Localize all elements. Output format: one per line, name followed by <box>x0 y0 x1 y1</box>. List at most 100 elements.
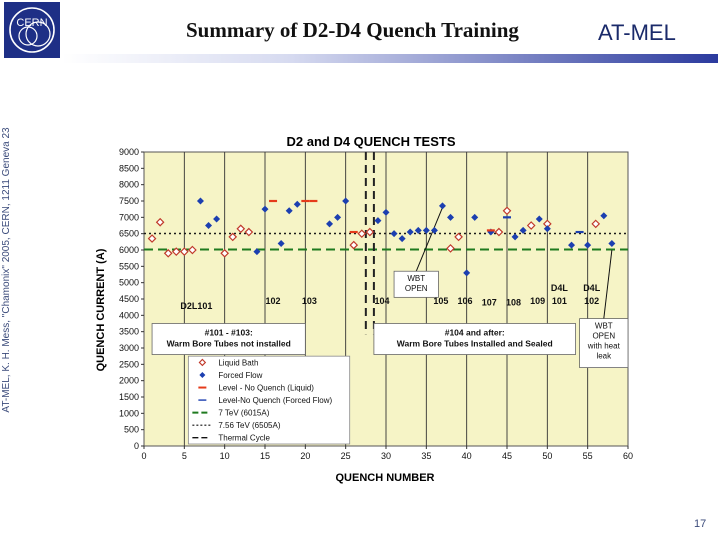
quench-chart: D2 and D4 QUENCH TESTS QUENCH CURRENT (A… <box>95 134 633 484</box>
y-tick-label: 4500 <box>119 294 139 304</box>
liquid-bath-point <box>349 240 359 250</box>
forced-flow-point <box>535 215 543 223</box>
liquid-bath-point <box>446 244 455 253</box>
forced-flow-point <box>390 230 398 238</box>
magnet-label: 108 <box>506 298 521 308</box>
y-tick-label: 8000 <box>119 180 139 190</box>
x-tick-label: 30 <box>381 451 391 461</box>
forced-flow-point <box>382 208 390 216</box>
cern-logo: CERN <box>4 2 60 58</box>
forced-flow-point <box>600 212 608 220</box>
forced-flow-point <box>438 202 446 210</box>
x-tick-label: 10 <box>220 451 230 461</box>
forced-flow-point <box>471 213 479 221</box>
x-tick-label: 20 <box>300 451 310 461</box>
forced-flow-point <box>463 269 471 277</box>
y-tick-label: 7500 <box>119 196 139 206</box>
magnet-label: D4L <box>583 283 601 293</box>
x-tick-label: 45 <box>502 451 512 461</box>
magnet-label: 106 <box>458 296 473 306</box>
legend-entry: Level-No Quench (Forced Flow) <box>218 396 332 405</box>
liquid-bath-point <box>147 234 157 243</box>
annotation-box <box>151 323 306 355</box>
y-tick-label: 9000 <box>119 147 139 157</box>
liquid-bath-point <box>454 232 463 242</box>
legend-entry: 7.56 TeV (6505A) <box>218 421 280 430</box>
magnet-label: 103 <box>302 296 317 306</box>
x-tick-label: 50 <box>542 451 552 461</box>
liquid-bath-point <box>365 227 375 237</box>
forced-flow-point <box>277 239 285 247</box>
callout-box <box>579 318 629 369</box>
y-tick-label: 6500 <box>119 229 139 239</box>
y-tick-label: 500 <box>124 425 139 435</box>
forced-flow-point <box>543 225 551 233</box>
liquid-bath-point <box>591 219 601 229</box>
forced-flow-point <box>447 213 455 221</box>
x-tick-label: 25 <box>341 451 351 461</box>
forced-flow-point <box>414 226 422 234</box>
y-tick-label: 2000 <box>119 376 139 386</box>
forced-flow-point <box>374 217 382 225</box>
liquid-bath-point <box>163 248 173 258</box>
x-tick-label: 35 <box>421 451 431 461</box>
forced-flow-point <box>253 248 261 256</box>
forced-flow-point <box>398 235 406 243</box>
liquid-bath-point <box>188 245 197 255</box>
x-tick-label: 40 <box>462 451 472 461</box>
y-tick-label: 0 <box>134 441 139 451</box>
callout-text: OPEN <box>405 284 428 293</box>
forced-flow-point <box>285 207 293 215</box>
y-tick-label: 1500 <box>119 392 139 402</box>
callout-text: OPEN <box>592 332 615 341</box>
legend-entry: Thermal Cycle <box>218 434 270 443</box>
logo-text: CERN <box>16 17 47 29</box>
liquid-bath-point <box>494 227 504 237</box>
forced-flow-point <box>196 197 204 205</box>
side-note: AT-MEL, K. H. Mess, "Chamonix" 2005, CER… <box>1 127 12 413</box>
y-tick-label: 3000 <box>119 343 139 353</box>
callout-text: with heat <box>587 342 621 351</box>
forced-flow-point <box>568 241 576 249</box>
forced-flow-point <box>205 222 213 229</box>
liquid-bath-point <box>526 221 536 230</box>
liquid-bath-point <box>179 247 189 256</box>
chart-title: D2 and D4 QUENCH TESTS <box>286 134 455 149</box>
title-gradient-bar <box>62 54 718 63</box>
x-tick-label: 15 <box>260 451 270 461</box>
y-tick-label: 5000 <box>119 278 139 288</box>
annotation-box-text: Warm Bore Tubes Installed and Sealed <box>397 339 553 349</box>
chart-ylabel: QUENCH CURRENT (A) <box>95 248 107 371</box>
annotation-box <box>373 323 576 355</box>
legend-box <box>187 355 351 445</box>
forced-flow-point <box>406 228 414 236</box>
y-tick-label: 5500 <box>119 261 139 271</box>
forced-flow-point <box>422 226 430 234</box>
forced-flow-point <box>430 226 438 234</box>
y-tick-label: 3500 <box>119 327 139 337</box>
callout-box <box>393 270 439 298</box>
callout-text: WBT <box>407 274 425 283</box>
x-tick-label: 5 <box>182 451 187 461</box>
forced-flow-point <box>608 239 616 247</box>
callout-arrow <box>415 207 443 272</box>
x-tick-label: 55 <box>583 451 593 461</box>
forced-flow-point <box>326 220 334 228</box>
y-tick-label: 7000 <box>119 212 139 222</box>
forced-flow-point <box>342 197 350 205</box>
slide-title: Summary of D2-D4 Quench Training <box>186 18 519 42</box>
y-tick-label: 2500 <box>119 359 139 369</box>
magnet-label: 102 <box>266 296 281 306</box>
magnet-label: 109 <box>530 296 545 306</box>
x-tick-label: 60 <box>623 451 633 461</box>
magnet-label: D4L <box>551 283 569 293</box>
liquid-bath-point <box>236 224 246 234</box>
magnet-label: 105 <box>433 296 448 306</box>
magnet-label: 101 <box>552 296 567 306</box>
y-tick-label: 1000 <box>119 408 139 418</box>
liquid-bath-point <box>228 232 238 242</box>
annotation-box-text: #104 and after: <box>445 328 505 338</box>
liquid-bath-point <box>357 229 367 239</box>
liquid-bath-point <box>171 247 181 256</box>
legend-entry: 7 TeV (6015A) <box>218 409 269 418</box>
